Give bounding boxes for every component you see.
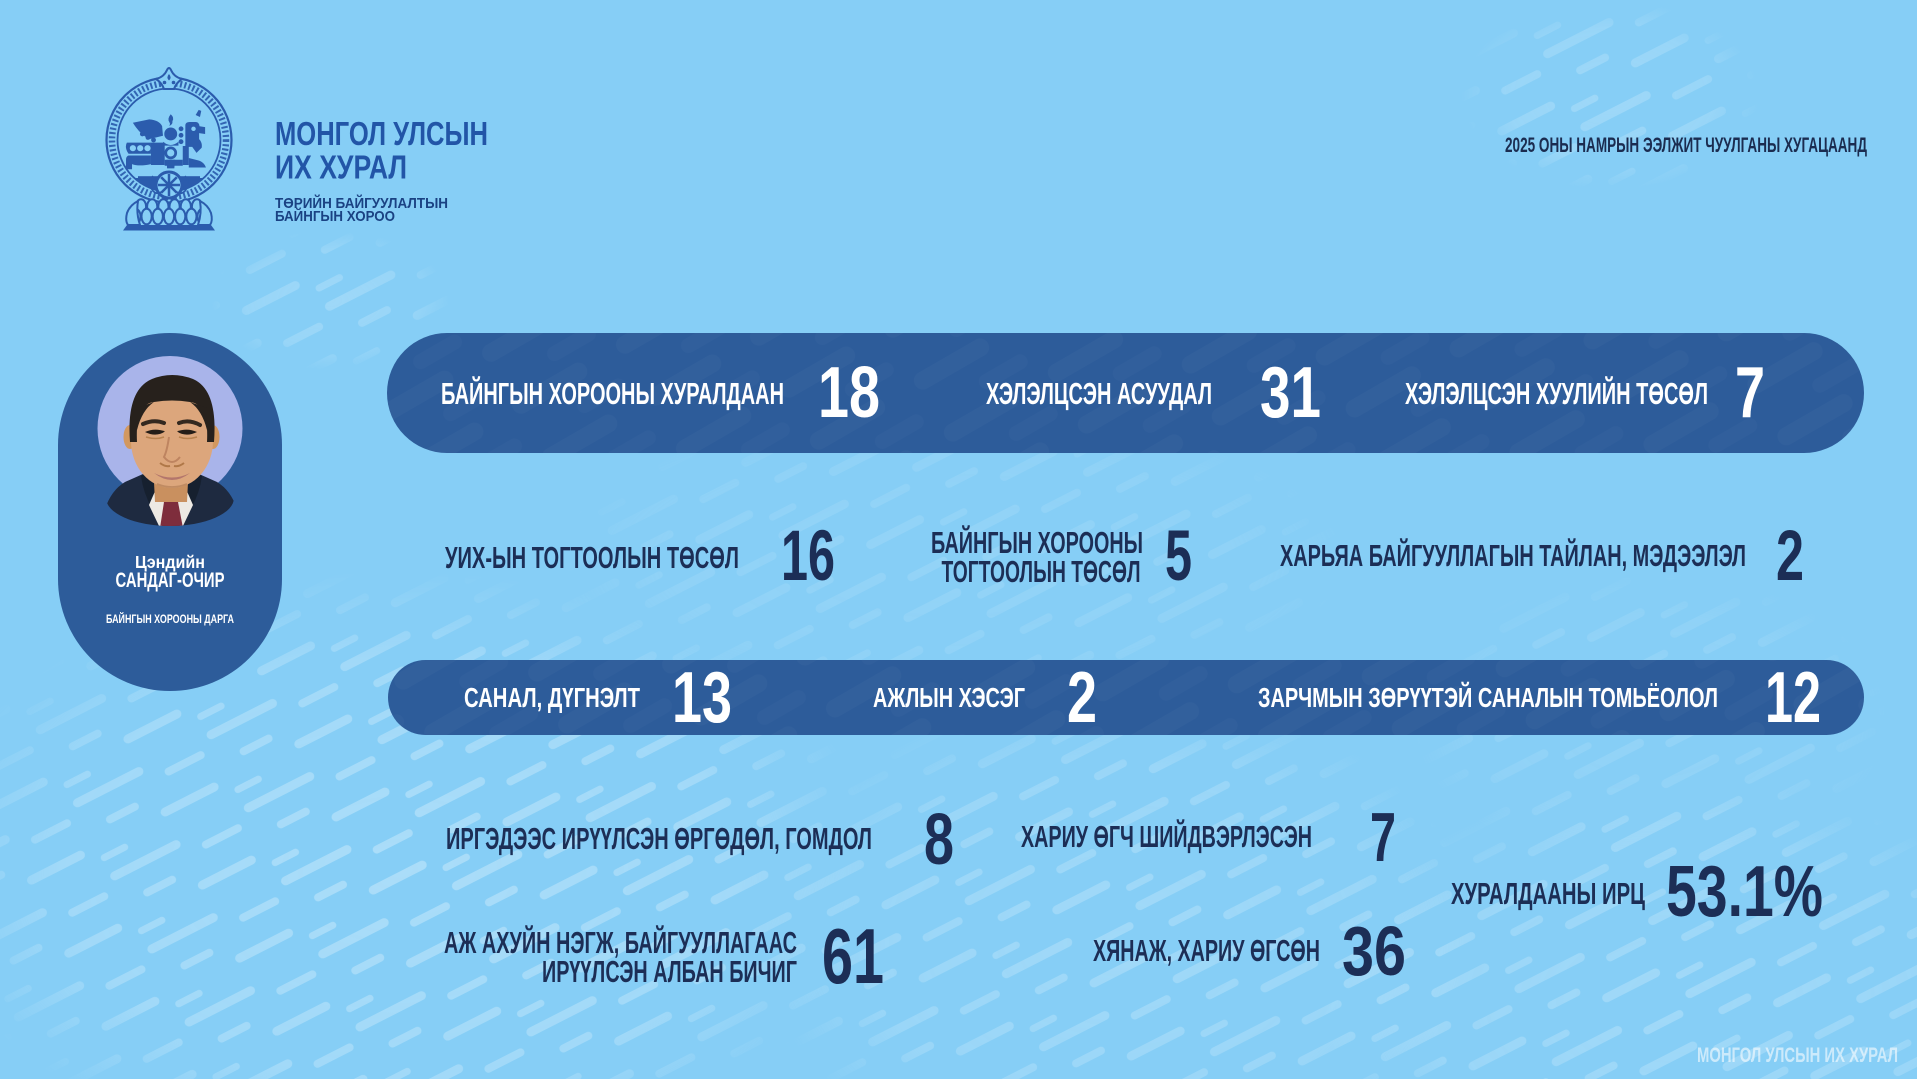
svg-text:16: 16 (781, 517, 835, 596)
svg-text:2025 ОНЫ НАМРЫН ЭЭЛЖИТ ЧУУЛГАН: 2025 ОНЫ НАМРЫН ЭЭЛЖИТ ЧУУЛГАНЫ ХУГАЦААН… (1505, 133, 1867, 157)
svg-text:31: 31 (1260, 353, 1321, 433)
svg-text:ХАРИУ ӨГЧ ШИЙДВЭРЛЭСЭН: ХАРИУ ӨГЧ ШИЙДВЭРЛЭСЭН (1021, 818, 1312, 854)
svg-text:12: 12 (1765, 658, 1821, 738)
svg-text:САНДАГ-ОЧИР: САНДАГ-ОЧИР (116, 568, 225, 592)
svg-text:8: 8 (924, 800, 954, 880)
svg-text:ИХ ХУРАЛ: ИХ ХУРАЛ (275, 150, 407, 187)
svg-text:БАЙНГЫН ХОРОО: БАЙНГЫН ХОРОО (275, 207, 395, 225)
svg-text:АЖ АХУЙН НЭГЖ, БАЙГУУЛЛАГААС: АЖ АХУЙН НЭГЖ, БАЙГУУЛЛАГААС (444, 924, 797, 960)
svg-text:61: 61 (822, 912, 884, 1000)
svg-text:МОНГОЛ УЛСЫН ИХ ХУРАЛ: МОНГОЛ УЛСЫН ИХ ХУРАЛ (1697, 1043, 1898, 1067)
svg-text:ХЭЛЭЛЦСЭН ХУУЛИЙН ТӨСӨЛ: ХЭЛЭЛЦСЭН ХУУЛИЙН ТӨСӨЛ (1405, 375, 1708, 411)
svg-text:7: 7 (1370, 798, 1396, 876)
svg-text:53.1%: 53.1% (1666, 852, 1823, 932)
svg-text:ИРГЭДЭЭС ИРҮҮЛСЭН ӨРГӨДӨЛ, ГОМ: ИРГЭДЭЭС ИРҮҮЛСЭН ӨРГӨДӨЛ, ГОМДОЛ (446, 821, 872, 856)
svg-text:ИРҮҮЛСЭН АЛБАН БИЧИГ: ИРҮҮЛСЭН АЛБАН БИЧИГ (542, 954, 797, 989)
svg-text:18: 18 (818, 353, 880, 433)
svg-text:САНАЛ, ДҮГНЭЛТ: САНАЛ, ДҮГНЭЛТ (464, 682, 640, 713)
svg-text:Цэндийн: Цэндийн (135, 552, 205, 572)
svg-text:БАЙНГЫН ХОРООНЫ: БАЙНГЫН ХОРООНЫ (931, 524, 1143, 560)
svg-text:ХЯНАЖ, ХАРИУ ӨГСӨН: ХЯНАЖ, ХАРИУ ӨГСӨН (1093, 933, 1320, 968)
svg-text:ХЭЛЭЛЦСЭН АСУУДАЛ: ХЭЛЭЛЦСЭН АСУУДАЛ (986, 376, 1212, 411)
svg-text:МОНГОЛ УЛСЫН: МОНГОЛ УЛСЫН (275, 116, 488, 153)
svg-text:36: 36 (1342, 912, 1406, 990)
svg-text:ТОГТООЛЫН ТӨСӨЛ: ТОГТООЛЫН ТӨСӨЛ (942, 554, 1141, 589)
svg-text:ТӨРИЙН БАЙГУУЛАЛТЫН: ТӨРИЙН БАЙГУУЛАЛТЫН (275, 194, 448, 212)
svg-text:5: 5 (1165, 517, 1192, 596)
svg-text:7: 7 (1735, 353, 1765, 433)
svg-text:БАЙНГЫН ХОРООНЫ ХУРАЛДААН: БАЙНГЫН ХОРООНЫ ХУРАЛДААН (441, 375, 784, 411)
svg-text:ХУРАЛДААНЫ ИРЦ: ХУРАЛДААНЫ ИРЦ (1451, 876, 1645, 911)
svg-text:2: 2 (1067, 658, 1097, 738)
svg-text:2: 2 (1776, 517, 1804, 596)
svg-text:ХАРЬЯА БАЙГУУЛЛАГЫН ТАЙЛАН, МЭ: ХАРЬЯА БАЙГУУЛЛАГЫН ТАЙЛАН, МЭДЭЭЛЭЛ (1280, 537, 1746, 573)
svg-text:АЖЛЫН ХЭСЭГ: АЖЛЫН ХЭСЭГ (873, 682, 1025, 713)
svg-text:БАЙНГЫН ХОРООНЫ ДАРГА: БАЙНГЫН ХОРООНЫ ДАРГА (106, 611, 234, 626)
svg-text:ЗАРЧМЫН ЗӨРҮҮТЭЙ САНАЛЫН ТОМЬЁ: ЗАРЧМЫН ЗӨРҮҮТЭЙ САНАЛЫН ТОМЬЁОЛОЛ (1258, 681, 1718, 713)
svg-text:УИХ-ЫН ТОГТООЛЫН ТӨСӨЛ: УИХ-ЫН ТОГТООЛЫН ТӨСӨЛ (445, 540, 739, 575)
svg-text:13: 13 (672, 658, 732, 738)
